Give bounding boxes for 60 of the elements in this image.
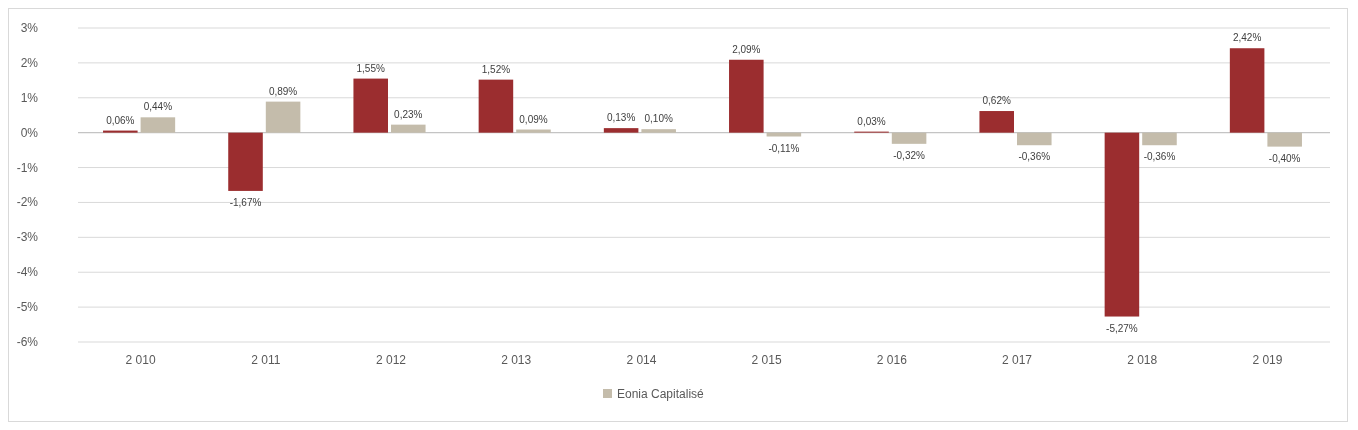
y-tick-label: -1% xyxy=(16,160,39,175)
bar xyxy=(603,128,639,133)
bar xyxy=(766,132,802,137)
x-tick-label: 2 011 xyxy=(251,353,281,367)
data-label: 0,44% xyxy=(143,101,173,113)
x-tick-label: 2 013 xyxy=(501,353,532,367)
y-tick-label: 1% xyxy=(20,90,39,105)
legend-label: Eonia Capitalisé xyxy=(617,387,705,401)
bar xyxy=(1142,132,1177,146)
x-tick-label: 2 012 xyxy=(375,353,407,367)
y-tick-label: 2% xyxy=(20,55,39,70)
data-label: 1,52% xyxy=(481,63,511,75)
y-tick-label: -3% xyxy=(16,230,39,245)
x-tick-label: 2 010 xyxy=(125,353,156,367)
bar xyxy=(1267,132,1302,147)
data-label: -5,27% xyxy=(1106,322,1138,334)
data-label: -0,11% xyxy=(768,142,800,154)
bar xyxy=(228,132,263,191)
data-label: 0,06% xyxy=(106,114,135,126)
y-tick-label: -6% xyxy=(16,335,39,349)
bar xyxy=(1229,48,1265,133)
bar xyxy=(891,132,927,144)
x-tick-label: 2 016 xyxy=(876,353,908,367)
x-tick-label: 2 019 xyxy=(1252,353,1283,367)
bar xyxy=(1104,132,1140,317)
bar xyxy=(140,117,176,133)
data-label: 2,42% xyxy=(1232,32,1262,44)
data-label: -0,36% xyxy=(1018,151,1051,163)
bar xyxy=(979,111,1014,133)
bar xyxy=(729,59,764,133)
bar xyxy=(478,79,514,133)
bar xyxy=(353,78,388,133)
data-label: 0,13% xyxy=(606,112,636,124)
bar xyxy=(103,130,138,133)
data-label: -0,32% xyxy=(893,149,926,161)
data-label: -1,67% xyxy=(229,196,262,208)
bar xyxy=(516,129,551,133)
data-label: -0,40% xyxy=(1268,152,1301,164)
data-label: 2,09% xyxy=(732,43,761,55)
bar xyxy=(1017,132,1052,146)
bar xyxy=(265,101,301,133)
y-tick-label: 3% xyxy=(20,21,39,35)
data-label: 0,03% xyxy=(857,115,886,127)
x-tick-label: 2 018 xyxy=(1127,353,1158,367)
x-tick-label: 2 015 xyxy=(751,353,782,367)
data-label: 0,10% xyxy=(644,113,673,125)
data-label: 1,55% xyxy=(356,62,385,74)
y-tick-label: -2% xyxy=(16,195,39,210)
x-tick-label: 2 017 xyxy=(1001,353,1033,367)
y-tick-label: -5% xyxy=(16,300,39,315)
data-label: 0,62% xyxy=(982,95,1011,107)
bar xyxy=(641,129,676,133)
bar xyxy=(391,124,426,133)
x-tick-label: 2 014 xyxy=(626,353,657,367)
y-tick-label: 0% xyxy=(20,125,39,140)
data-label: -0,36% xyxy=(1143,151,1176,163)
data-label: 0,23% xyxy=(394,108,423,120)
data-label: 0,89% xyxy=(268,85,298,97)
data-label: 0,09% xyxy=(519,113,548,125)
y-tick-label: -4% xyxy=(16,265,39,280)
